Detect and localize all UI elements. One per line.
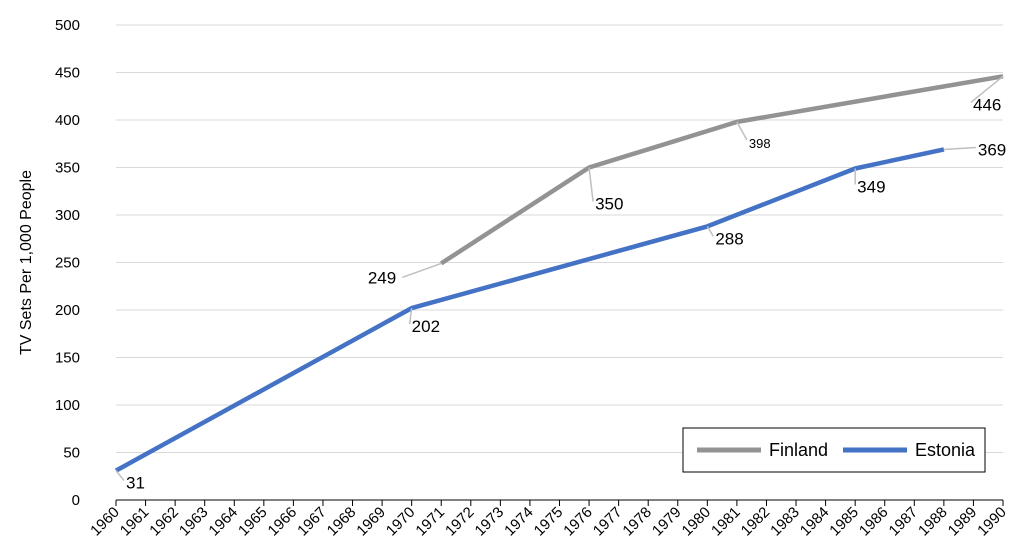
x-tick-label: 1964 (205, 504, 241, 540)
y-tick-label: 350 (55, 160, 80, 177)
x-tick-label: 1989 (945, 504, 981, 540)
x-tick-label: 1988 (915, 504, 951, 540)
grid-lines (116, 24, 1003, 453)
data-label-finland: 249 (368, 268, 396, 287)
y-tick-label: 0 (72, 492, 80, 509)
data-label-estonia: 288 (715, 229, 743, 248)
data-label-finland: 446 (973, 95, 1001, 114)
x-tick-label: 1962 (146, 504, 182, 540)
y-tick-label: 200 (55, 302, 80, 319)
x-tick-label: 1967 (294, 504, 330, 540)
data-label-leader (706, 226, 714, 237)
x-tick-label: 1984 (797, 504, 833, 540)
y-tick-label: 250 (55, 255, 80, 272)
series-group (114, 74, 1004, 473)
x-tick-label: 1985 (826, 504, 862, 540)
data-label-estonia: 369 (978, 140, 1006, 159)
x-tick-label: 1980 (679, 504, 715, 540)
y-tick-label: 300 (55, 207, 80, 224)
x-tick-label: 1979 (649, 504, 685, 540)
x-tick-label: 1975 (531, 504, 567, 540)
y-tick-label: 150 (55, 350, 80, 367)
data-labels: 249 350 398 446 31 202 288 349 369 (115, 75, 1006, 493)
data-label-leader (588, 167, 594, 202)
data-label-estonia: 349 (857, 177, 885, 196)
data-label-estonia: 202 (412, 317, 440, 336)
data-label-leader (943, 146, 976, 151)
x-tick-label: 1983 (767, 504, 803, 540)
x-tick-label: 1969 (353, 504, 389, 540)
x-tick-label: 1974 (501, 504, 537, 540)
x-tick-label: 1970 (383, 504, 419, 540)
x-tick-label: 1981 (708, 504, 744, 540)
x-tick-label: 1977 (590, 504, 626, 540)
data-label-leader (115, 470, 125, 482)
x-tick-label: 1966 (265, 504, 301, 540)
y-tick-label: 100 (55, 397, 80, 414)
x-tick-label: 1986 (856, 504, 892, 540)
y-axis-ticks: 0 50 100 150 200 250 300 350 400 450 500 (55, 17, 80, 509)
data-label-estonia: 31 (126, 474, 145, 493)
legend: Finland Estonia (682, 427, 986, 473)
x-axis-ticks: 1960196119621963196419651966196719681969… (87, 500, 1010, 539)
legend-label-estonia: Estonia (915, 440, 976, 460)
x-tick-label: 1978 (619, 504, 655, 540)
y-tick-label: 400 (55, 112, 80, 129)
x-tick-label: 1968 (324, 504, 360, 540)
x-tick-label: 1960 (87, 504, 123, 540)
data-label-leader (401, 262, 442, 279)
data-label-finland: 350 (595, 195, 623, 214)
x-tick-label: 1973 (472, 504, 508, 540)
x-tick-label: 1990 (974, 504, 1010, 540)
data-label-leader (970, 75, 1004, 103)
y-tick-label: 450 (55, 65, 80, 82)
y-tick-label: 50 (63, 445, 80, 462)
data-label-finland: 398 (749, 136, 771, 151)
y-tick-label: 500 (55, 17, 80, 34)
x-tick-label: 1971 (412, 504, 448, 540)
x-tick-label: 1982 (738, 504, 774, 540)
x-tick-label: 1963 (176, 504, 212, 540)
x-tick-label: 1961 (117, 504, 153, 540)
x-tick-label: 1976 (560, 504, 596, 540)
x-tick-label: 1987 (886, 504, 922, 540)
y-axis-label: TV Sets Per 1,000 People (18, 170, 35, 355)
x-tick-label: 1965 (235, 504, 271, 540)
series-line-finland (439, 74, 1004, 266)
data-label-leader (736, 121, 748, 141)
x-tick-label: 1972 (442, 504, 478, 540)
legend-label-finland: Finland (769, 440, 828, 460)
data-label-leader (408, 308, 413, 325)
series-line-estonia (114, 147, 945, 473)
